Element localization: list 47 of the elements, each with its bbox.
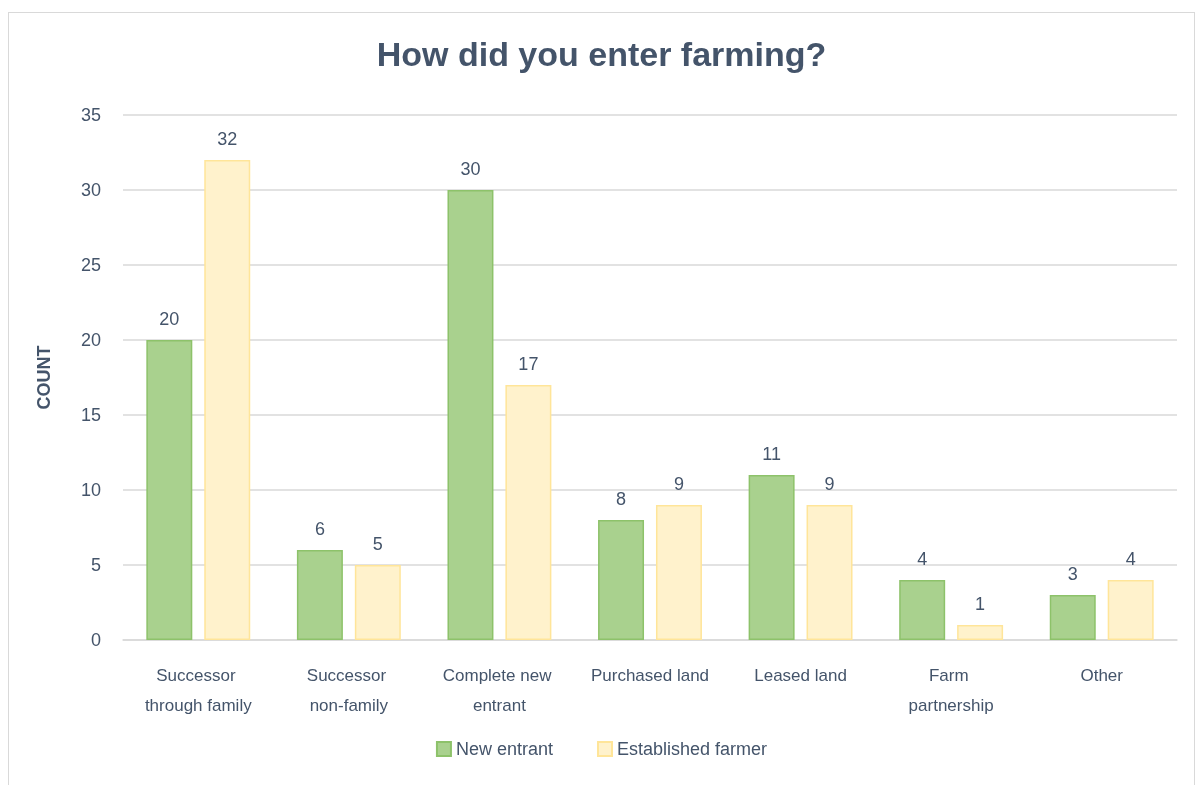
data-label: 5 xyxy=(372,534,383,554)
data-label: 3 xyxy=(1067,564,1078,584)
data-label: 30 xyxy=(460,159,481,179)
data-label: 8 xyxy=(616,489,627,509)
y-tick-label: 20 xyxy=(80,330,101,350)
bar xyxy=(1107,580,1154,640)
data-label: 20 xyxy=(159,309,180,329)
y-tick-label: 10 xyxy=(80,480,101,500)
data-label: 1 xyxy=(975,594,986,614)
data-label: 32 xyxy=(217,129,238,149)
legend-label: Established farmer xyxy=(616,739,768,759)
bar xyxy=(447,190,494,640)
bar xyxy=(598,520,645,640)
chart-title: How did you enter farming? xyxy=(376,35,827,73)
x-tick-label: Leased land xyxy=(754,665,847,685)
x-tick-label: Complete new entrant xyxy=(442,665,557,715)
data-label: 11 xyxy=(762,444,781,464)
data-label: 17 xyxy=(518,354,539,374)
legend-label: New entrant xyxy=(455,739,554,759)
y-tick-label: 35 xyxy=(80,105,101,125)
bar xyxy=(204,160,251,640)
bar xyxy=(748,475,795,640)
bar xyxy=(354,565,401,640)
bar xyxy=(655,505,702,640)
y-tick-label: 0 xyxy=(90,630,101,650)
data-label: 9 xyxy=(673,474,684,494)
x-tick-label: Purchased land xyxy=(590,665,710,685)
y-tick-label: 5 xyxy=(90,555,101,575)
bar xyxy=(505,385,552,640)
x-tick-label: Successor through family xyxy=(144,665,253,715)
data-label: 4 xyxy=(917,549,928,569)
y-tick-label: 15 xyxy=(80,405,101,425)
bar xyxy=(146,340,193,640)
x-tick-label: Farm partnership xyxy=(908,665,994,715)
x-tick-label: Successor non-family xyxy=(306,665,391,715)
data-label: 9 xyxy=(824,474,835,494)
bar xyxy=(1049,595,1096,640)
y-tick-label: 25 xyxy=(80,255,101,275)
data-label: 6 xyxy=(314,519,325,539)
bar xyxy=(899,580,946,640)
bar xyxy=(806,505,853,640)
bar xyxy=(296,550,343,640)
bar xyxy=(957,625,1004,640)
y-tick-label: 30 xyxy=(80,180,101,200)
data-label: 4 xyxy=(1125,549,1136,569)
y-axis-title: COUNT xyxy=(34,345,54,410)
x-tick-label: Other xyxy=(1080,665,1124,685)
